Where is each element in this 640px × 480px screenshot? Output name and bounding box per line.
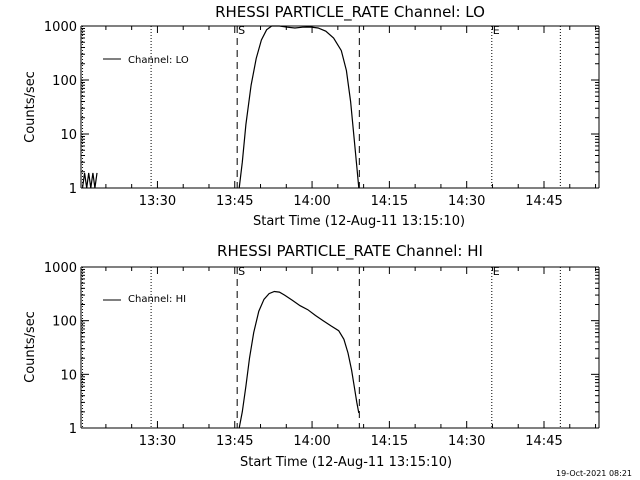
y-tick-label: 100 <box>52 315 77 330</box>
y-tick-label: 1000 <box>44 261 77 276</box>
panel-lo-title: RHESSI PARTICLE_RATE Channel: LO <box>215 3 485 22</box>
y-tick-label: 100 <box>52 74 77 89</box>
panel-lo-xlabel: Start Time (12-Aug-11 13:15:10) <box>253 214 465 229</box>
panel-lo-series-line <box>238 25 360 189</box>
y-tick-label: 10 <box>60 368 77 383</box>
panel-hi-xlabel: Start Time (12-Aug-11 13:15:10) <box>240 455 452 470</box>
panel-hi-title: RHESSI PARTICLE_RATE Channel: HI <box>217 242 483 261</box>
x-tick-label: 14:30 <box>448 194 485 209</box>
x-tick-label: 13:45 <box>216 434 253 449</box>
x-tick-label: 13:45 <box>216 194 253 209</box>
x-tick-label: 14:00 <box>293 194 330 209</box>
panel-lo-series-noise <box>81 172 98 189</box>
x-tick-label: 14:30 <box>448 434 485 449</box>
x-tick-label: 14:15 <box>371 194 408 209</box>
panel-hi-legend-label: Channel: HI <box>128 294 186 305</box>
x-tick-label: 14:15 <box>371 434 408 449</box>
panel-hi-ylabel: Counts/sec <box>23 311 38 383</box>
panel-lo-ylabel: Counts/sec <box>23 71 38 143</box>
marker-label-e: E <box>493 24 500 37</box>
x-tick-label: 13:30 <box>139 434 176 449</box>
x-tick-label: 14:00 <box>293 434 330 449</box>
marker-label-e: E <box>493 265 500 278</box>
panel-hi-series-line <box>238 290 360 429</box>
panel-lo-legend-label: Channel: LO <box>128 55 189 66</box>
y-tick-label: 1 <box>69 182 77 197</box>
footer-timestamp: 19-Oct-2021 08:21 <box>556 469 632 478</box>
panel-lo: RHESSI PARTICLE_RATE Channel: LO Start T… <box>23 3 600 229</box>
marker-label-s: S <box>238 265 245 278</box>
y-tick-label: 1 <box>69 422 77 437</box>
x-tick-label: 13:30 <box>139 194 176 209</box>
panel-hi: RHESSI PARTICLE_RATE Channel: HI Start T… <box>23 242 600 470</box>
y-tick-label: 10 <box>60 128 77 143</box>
x-tick-label: 14:45 <box>525 434 562 449</box>
x-tick-label: 14:45 <box>525 194 562 209</box>
marker-label-s: S <box>238 24 245 37</box>
y-tick-label: 1000 <box>44 20 77 35</box>
